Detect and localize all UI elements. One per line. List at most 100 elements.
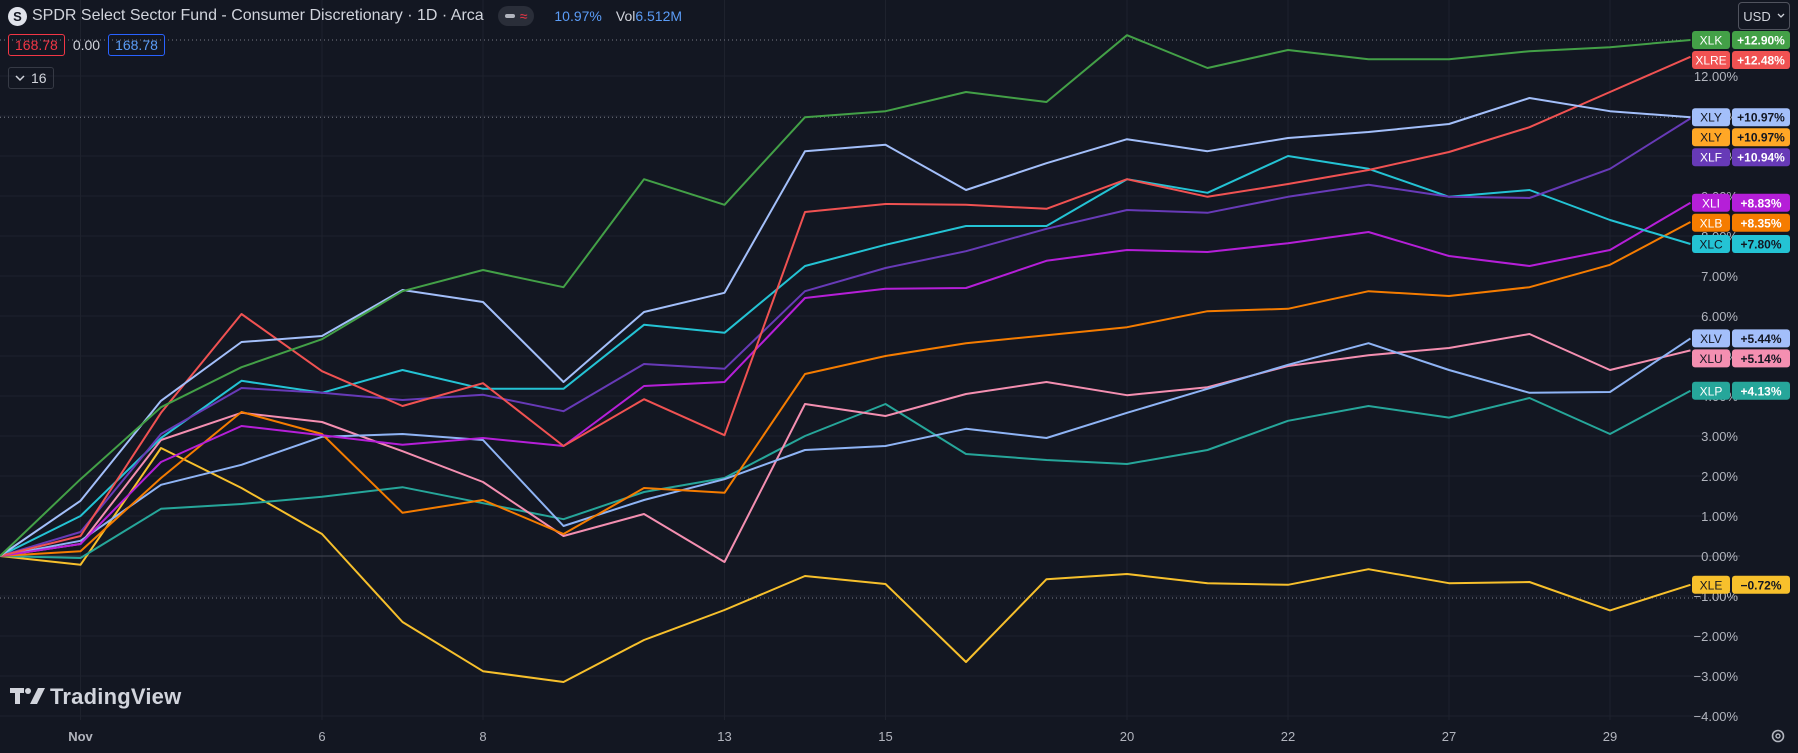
end-label-name-bg bbox=[1692, 381, 1730, 400]
series-line-xlk[interactable] bbox=[0, 34, 1691, 557]
approx-icon: ≈ bbox=[519, 8, 528, 24]
end-label-name: XLK bbox=[1700, 34, 1723, 48]
symbol-title[interactable]: SPDR Select Sector Fund - Consumer Discr… bbox=[32, 7, 484, 24]
end-label-value: +10.97% bbox=[1737, 111, 1785, 125]
x-tick-label: Nov bbox=[68, 729, 93, 744]
end-label-name: XLB bbox=[1700, 216, 1723, 230]
price-row: 168.78 0.00 168.78 bbox=[8, 34, 165, 56]
end-label-name: XLRE bbox=[1695, 54, 1726, 68]
end-label-name-bg bbox=[1692, 213, 1730, 232]
end-label-name: XLC bbox=[1699, 238, 1723, 252]
end-label-value: +7.80% bbox=[1740, 238, 1781, 252]
end-label-name: XLV bbox=[1700, 332, 1722, 346]
end-label-value-bg bbox=[1732, 381, 1790, 400]
series-line-xle[interactable] bbox=[0, 447, 1691, 683]
end-label-name-bg bbox=[1692, 148, 1730, 167]
end-label-name-bg bbox=[1692, 329, 1730, 348]
volume-value: 6.512M bbox=[635, 8, 683, 24]
end-label-value: −0.72% bbox=[1740, 578, 1781, 592]
end-label-value-bg bbox=[1732, 349, 1790, 368]
end-label-name-bg bbox=[1692, 349, 1730, 368]
y-tick-label: 12.00% bbox=[1694, 69, 1739, 84]
end-label-value: +12.90% bbox=[1737, 34, 1785, 48]
indicators-collapse-button[interactable]: 16 bbox=[8, 67, 54, 89]
series-line-xlp[interactable] bbox=[0, 389, 1691, 559]
y-tick-label: 2.00% bbox=[1701, 469, 1738, 484]
end-label-value-bg bbox=[1732, 51, 1790, 69]
end-label-name: XLP bbox=[1700, 384, 1723, 398]
x-tick-label: 27 bbox=[1442, 729, 1456, 744]
series-line-xli[interactable] bbox=[0, 201, 1692, 557]
change-value: 10.97% bbox=[554, 8, 602, 24]
end-label-name: XLE bbox=[1700, 578, 1723, 592]
volume-label: Vol bbox=[615, 8, 636, 24]
series-line-xly[interactable] bbox=[0, 97, 1691, 557]
end-label-name: XLF bbox=[1700, 151, 1722, 165]
tradingview-wordmark: TradingView bbox=[50, 684, 182, 709]
end-label-name: XLI bbox=[1702, 196, 1720, 210]
symbol-header: S SPDR Select Sector Fund - Consumer Dis… bbox=[8, 4, 682, 28]
y-tick-label: 6.00% bbox=[1701, 309, 1738, 324]
series-line-xlf[interactable] bbox=[0, 117, 1692, 557]
series-line-xlb[interactable] bbox=[0, 221, 1691, 557]
series-line-xlre[interactable] bbox=[0, 55, 1691, 557]
spread-value: 0.00 bbox=[72, 37, 101, 53]
gear-icon-glyph bbox=[1771, 729, 1785, 743]
series-line-xlu[interactable] bbox=[0, 333, 1691, 563]
y-tick-label: 0.00% bbox=[1701, 549, 1738, 564]
end-label-value-bg bbox=[1732, 128, 1790, 147]
series-line-xlv[interactable] bbox=[0, 337, 1692, 557]
end-label-name-bg bbox=[1692, 575, 1730, 594]
series-line-xlc[interactable] bbox=[0, 155, 1691, 557]
tradingview-icon bbox=[10, 688, 45, 704]
currency-select[interactable]: USD bbox=[1738, 2, 1790, 30]
y-tick-label: 3.00% bbox=[1701, 429, 1738, 444]
end-label-value-bg bbox=[1732, 193, 1790, 212]
y-tick-label: −2.00% bbox=[1694, 629, 1739, 644]
ask-price[interactable]: 168.78 bbox=[108, 34, 165, 56]
symbol-logo: S bbox=[8, 6, 27, 26]
end-label-name-bg bbox=[1692, 193, 1730, 212]
y-tick-label: 7.00% bbox=[1701, 269, 1738, 284]
x-tick-label: 8 bbox=[479, 729, 486, 744]
y-tick-label: 1.00% bbox=[1701, 509, 1738, 524]
end-label-value-bg bbox=[1732, 213, 1790, 232]
end-label-name: XLY bbox=[1700, 131, 1722, 145]
end-label-value: +4.13% bbox=[1740, 384, 1781, 398]
end-label-name-bg bbox=[1692, 51, 1730, 69]
chevron-down-icon bbox=[1777, 13, 1785, 18]
minus-icon bbox=[504, 14, 515, 18]
x-tick-label: 20 bbox=[1120, 729, 1134, 744]
end-label-value: +5.44% bbox=[1740, 332, 1781, 346]
end-label-value: +8.35% bbox=[1740, 216, 1781, 230]
tradingview-logo[interactable]: TradingView bbox=[10, 684, 181, 710]
end-label-name: XLY bbox=[1700, 111, 1722, 125]
y-tick-label: −4.00% bbox=[1694, 709, 1739, 724]
end-label-name-bg bbox=[1692, 108, 1730, 127]
x-tick-label: 6 bbox=[318, 729, 325, 744]
gear-icon[interactable] bbox=[1770, 728, 1786, 749]
end-label-value: +8.83% bbox=[1740, 196, 1781, 210]
x-tick-label: 13 bbox=[717, 729, 731, 744]
bid-price[interactable]: 168.78 bbox=[8, 34, 65, 56]
end-label-value-bg bbox=[1732, 329, 1790, 348]
end-label-value-bg bbox=[1732, 235, 1790, 253]
chevron-down-icon bbox=[15, 74, 25, 81]
end-label-value: +10.94% bbox=[1737, 151, 1785, 165]
end-label-value-bg bbox=[1732, 575, 1790, 594]
x-tick-label: 29 bbox=[1603, 729, 1617, 744]
end-label-name-bg bbox=[1692, 235, 1730, 253]
x-tick-label: 22 bbox=[1281, 729, 1295, 744]
y-tick-label: −3.00% bbox=[1694, 669, 1739, 684]
indicator-count: 16 bbox=[31, 70, 47, 86]
end-label-name: XLU bbox=[1699, 352, 1722, 366]
x-tick-label: 15 bbox=[878, 729, 892, 744]
currency-value: USD bbox=[1743, 8, 1771, 24]
end-label-value: +12.48% bbox=[1737, 54, 1785, 68]
end-label-name-bg bbox=[1692, 128, 1730, 147]
end-label-value-bg bbox=[1732, 31, 1790, 49]
end-label-value-bg bbox=[1732, 108, 1790, 127]
data-status-pill[interactable]: ≈ bbox=[497, 6, 535, 26]
